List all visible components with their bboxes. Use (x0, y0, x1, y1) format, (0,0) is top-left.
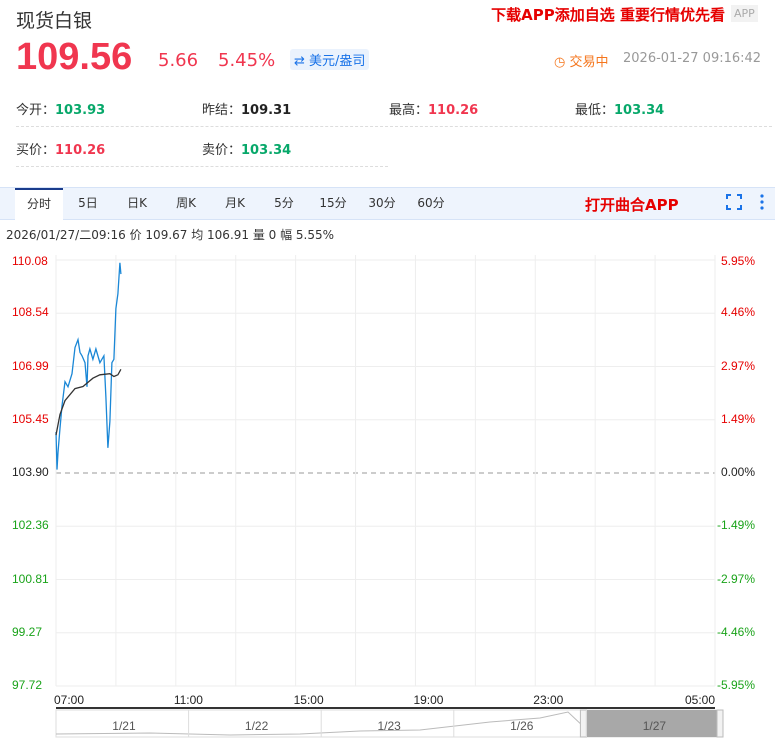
tab-15分[interactable]: 15分 (319, 196, 347, 210)
quote-datetime: 2026-01-27 09:16:42 (623, 51, 762, 66)
navigator-handle-left (579, 709, 587, 738)
price-line (55, 262, 122, 470)
navigator-date: 1/21 (112, 719, 136, 733)
app-button[interactable]: APP (731, 5, 758, 22)
y-tick-label: 99.27 (12, 624, 43, 639)
divider (16, 126, 772, 127)
pct-tick-label: 0.00% (720, 465, 755, 479)
navigator-handle-right (716, 709, 724, 738)
clock-icon: ◷ (554, 55, 570, 70)
y-tick-label: 110.08 (12, 254, 48, 268)
navigator-selection (586, 710, 719, 737)
avg-line (55, 368, 122, 436)
stat-value: 103.34 (241, 143, 292, 158)
stat-item: 最低：103.34 (575, 99, 664, 118)
stat-label: 最低： (575, 103, 615, 118)
pct-tick-label: 5.95% (720, 254, 755, 268)
stat-item: 今开：103.93 (16, 99, 105, 118)
open-app-link[interactable]: 打开曲合APP (585, 196, 679, 214)
stat-label: 最高： (389, 103, 429, 118)
tab-周K[interactable]: 周K (176, 196, 196, 210)
tab-5分[interactable]: 5分 (274, 196, 294, 210)
y-tick-label: 102.36 (12, 518, 49, 533)
more-menu-icon[interactable] (758, 193, 766, 211)
tab-月K[interactable]: 月K (225, 196, 245, 210)
price-change: 5.66 (158, 50, 199, 71)
navigator-sparkline (55, 711, 586, 736)
stat-item: 最高：110.26 (389, 99, 478, 118)
x-tick-label: 15:00 (293, 693, 324, 707)
stat-item: 卖价：103.34 (202, 139, 291, 158)
y-tick-label: 106.99 (12, 358, 49, 373)
stat-item: 买价：110.26 (16, 139, 105, 158)
pct-tick-label: -2.97% (716, 571, 755, 586)
pct-tick-label: -5.95% (716, 678, 755, 692)
x-tick-label: 23:00 (533, 693, 564, 707)
stat-label: 昨结： (202, 103, 242, 118)
tab-30分[interactable]: 30分 (368, 196, 396, 210)
navigator-date: 1/26 (510, 719, 534, 733)
tab-日K[interactable]: 日K (127, 196, 147, 210)
navigator-date: 1/22 (244, 719, 269, 733)
stat-value: 109.31 (241, 103, 292, 118)
navigator-date: 1/23 (377, 719, 401, 733)
y-tick-label: 103.90 (12, 465, 49, 479)
tab-5日[interactable]: 5日 (78, 196, 98, 210)
pct-tick-label: 2.97% (720, 358, 755, 373)
y-tick-label: 108.54 (12, 305, 49, 320)
x-tick-label: 11:00 (173, 693, 203, 707)
stat-label: 卖价： (202, 143, 242, 158)
stat-value: 103.34 (614, 103, 665, 118)
status-label: 交易中 (569, 55, 609, 70)
fullscreen-icon[interactable] (726, 194, 742, 210)
pct-tick-label: 4.46% (720, 305, 755, 320)
tab-60分[interactable]: 60分 (417, 196, 445, 210)
stat-label: 买价： (16, 143, 56, 158)
divider (16, 166, 388, 167)
y-tick-label: 105.45 (12, 411, 49, 426)
stat-value: 103.93 (55, 103, 106, 118)
pct-tick-label: 1.49% (720, 411, 755, 426)
stat-item: 昨结：109.31 (202, 99, 291, 118)
stat-value: 110.26 (428, 103, 479, 118)
download-app-promo[interactable]: 下载APP添加自选 重要行情优先看 (491, 6, 725, 24)
navigator-date: 1/27 (642, 719, 667, 733)
unit-toggle-button[interactable]: ⇄ 美元/盎司 (290, 49, 370, 70)
instrument-title: 现货白银 (16, 10, 93, 32)
pct-tick-label: -4.46% (716, 624, 755, 639)
x-tick-label: 07:00 (54, 693, 85, 707)
pct-tick-label: -1.49% (716, 518, 755, 533)
price-change-pct: 5.45% (218, 50, 276, 71)
stat-label: 今开： (16, 103, 56, 118)
unit-label: 美元/盎司 (309, 54, 366, 69)
y-tick-label: 97.72 (12, 678, 43, 692)
crosshair-info-bar: 2026/01/27/二09:16 价 109.67 均 106.91 量 0 … (6, 228, 335, 242)
x-tick-label: 05:00 (685, 693, 716, 707)
y-tick-label: 100.81 (12, 571, 49, 586)
tab-分时[interactable]: 分时 (15, 188, 63, 220)
x-tick-label: 19:00 (413, 693, 444, 707)
current-price: 109.56 (16, 36, 133, 78)
trading-status: ◷ 交易中 (554, 51, 609, 70)
stat-value: 110.26 (55, 143, 106, 158)
period-tabs: 分时 5日 日K 周K 月K 5分 15分 30分 60分 (0, 187, 775, 220)
swap-icon: ⇄ (294, 54, 310, 69)
